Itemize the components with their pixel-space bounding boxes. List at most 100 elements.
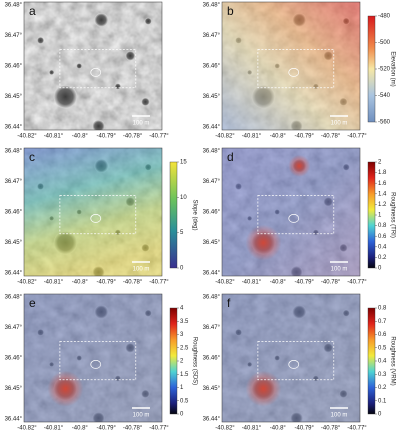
latitude-tick-label: 36.44° [203,125,221,131]
scale-bar-label: 100 m [133,413,150,419]
latitude-tick-label: 36.45° [5,240,23,246]
crater [144,17,152,25]
longitude-tick-label: -40.78° [123,426,143,432]
longitude-tick-label: -40.8° [72,280,89,286]
scale-bar-label: 100 m [133,267,150,273]
colorbar-tick-label: 2.5 [180,345,189,351]
latitude-tick-label: 36.48° [5,295,23,301]
longitude-tick-label: -40.78° [321,426,341,432]
crater [141,97,150,106]
colorbar-tick-label: 1 [378,213,382,219]
longitude-tick-label: -40.8° [270,280,287,286]
terrain [24,2,162,130]
landing-site [90,214,102,223]
longitude-tick-label: -40.82° [215,280,235,286]
latitude-tick-label: 36.45° [203,240,221,246]
map-image: 100 m [24,2,162,130]
colorbar-tick-label: -520 [378,67,391,73]
high-roughness-area [47,370,84,407]
latitude-tick-label: 36.47° [203,325,221,331]
study-area-box [257,341,335,381]
colorbar-title: Roughness (TRI) [389,192,395,238]
colorbar-tick-label: 0 [378,412,382,418]
colorbar-tick-label: 0.6 [378,332,387,338]
scale-bar-label: 100 m [331,267,348,273]
panel: 100 m b 36.48° 36.47° 36.46° 36.45° 36.44° -40.… [203,1,395,140]
longitude-tick-label: -40.79° [294,280,314,286]
colorbar-title: Roughness (SDS) [191,337,197,385]
study-area-box [257,49,335,89]
longitude-tick-label: -40.77° [149,426,169,432]
longitude-tick-label: -40.8° [270,426,287,432]
longitude-tick-label: -40.81° [44,426,64,432]
map-frame [221,1,361,131]
colorbar-title: Roughness (VRM) [389,336,395,385]
longitude-tick-label: -40.79° [294,426,314,432]
map-image: 100 m [24,148,162,276]
latitude-tick-label: 36.44° [5,417,23,423]
longitude-tick-label: -40.82° [17,134,37,140]
latitude-tick-label: 36.45° [203,94,221,100]
latitude-tick-label: 36.48° [5,3,23,9]
colorbar-tick-label: 0.6 [378,234,387,240]
panel-label: d [227,150,234,164]
colorbar-tick-label: 1.6 [378,181,387,187]
longitude-tick-label: -40.82° [17,280,37,286]
scale-bar-label: 100 m [331,413,348,419]
colorbar-title: Elevation (m) [389,51,395,86]
colorbar [367,15,376,123]
landing-site [90,360,102,369]
colorbar-tick-label: 0.4 [378,359,387,365]
scale-bar-label: 100 m [133,121,150,127]
landing-site [288,214,300,223]
color-overlay [24,294,162,422]
landing-site [288,360,300,369]
longitude-tick-label: -40.78° [123,134,143,140]
colorbar-tick-label: 0.5 [378,345,387,351]
colorbar-tick-label: 0.8 [378,306,387,312]
panel: 100 m e 36.48° 36.47° 36.46° 36.45° 36.44° -40.… [5,293,197,432]
color-overlay [222,294,360,422]
colorbar-tick-label: 1.5 [180,372,189,378]
panel-label: f [227,296,231,310]
colorbar [169,307,178,415]
map-frame [23,147,163,277]
longitude-tick-label: -40.79° [96,134,116,140]
colorbar-tick-label: 1.4 [378,191,387,197]
colorbar-tick-label: 5 [180,230,184,236]
landing-site [288,68,300,77]
latitude-tick-label: 36.47° [5,179,23,185]
panel: 100 m f 36.48° 36.47° 36.46° 36.45° 36.44° -40.… [203,293,395,432]
study-area-box [59,341,137,381]
colorbar-tick-label: 10 [180,195,187,201]
longitude-tick-label: -40.77° [347,426,367,432]
longitude-tick-label: -40.82° [215,426,235,432]
latitude-tick-label: 36.44° [5,125,23,131]
colorbar-tick-label: 1 [180,385,184,391]
latitude-tick-label: 36.48° [203,3,221,9]
landing-site [90,68,102,77]
longitude-tick-label: -40.82° [17,426,37,432]
colorbar-tick-label: -540 [378,93,391,99]
latitude-tick-label: 36.48° [5,149,23,155]
crater [53,84,78,109]
crater [37,36,45,44]
colorbar-tick-label: 0.1 [378,398,387,404]
longitude-tick-label: -40.77° [149,280,169,286]
latitude-tick-label: 36.45° [203,386,221,392]
panel-label: c [29,150,35,164]
longitude-tick-label: -40.8° [72,134,89,140]
colorbar-tick-label: 1.2 [378,202,387,208]
colorbar-tick-label: 3.5 [180,319,189,325]
longitude-tick-label: -40.81° [242,426,262,432]
panel-label: a [29,4,36,18]
color-overlay [24,148,162,276]
longitude-tick-label: -40.81° [242,280,262,286]
longitude-tick-label: -40.77° [347,134,367,140]
latitude-tick-label: 36.46° [5,356,23,362]
colorbar-tick-label: 0 [180,266,184,272]
longitude-tick-label: -40.8° [72,426,89,432]
longitude-tick-label: -40.81° [44,280,64,286]
panel-label: b [227,4,234,18]
